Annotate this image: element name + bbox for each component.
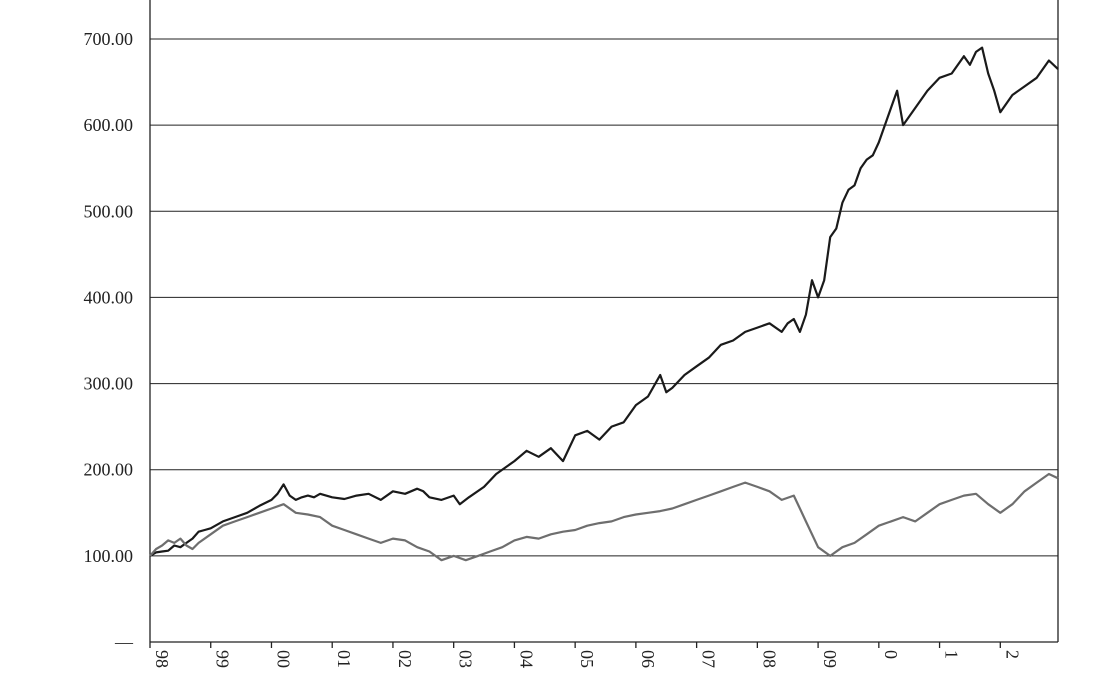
x-tick-label-6: 04 (516, 650, 536, 668)
x-tick-label-2: 00 (273, 650, 293, 668)
y-tick-label-5: 500.00 (84, 201, 134, 221)
x-tick-label-9: 07 (699, 650, 719, 668)
grid-lines (150, 38, 1058, 557)
y-tick-label-4: 400.00 (84, 287, 134, 307)
y-tick-label-0: — (114, 632, 134, 652)
x-tick-label-12: 0 (881, 650, 901, 659)
series-line-1 (149, 46, 1059, 557)
axes (149, 0, 1059, 648)
y-tick-label-7: 700.00 (84, 29, 134, 49)
x-tick-label-0: 98 (152, 650, 172, 668)
x-tick-label-1: 99 (213, 650, 233, 668)
y-tick-label-6: 600.00 (84, 115, 134, 135)
series-lines (149, 46, 1059, 562)
x-tick-label-4: 02 (395, 650, 415, 668)
y-tick-labels: — 100.00 200.00 300.00 400.00 500.00 600.00 700… (84, 29, 135, 652)
x-tick-label-14: 2 (1002, 650, 1022, 659)
y-tick-label-3: 300.00 (84, 374, 134, 394)
x-tick-label-11: 09 (820, 650, 840, 668)
x-tick-label-10: 08 (759, 650, 779, 668)
x-tick-label-5: 03 (456, 650, 476, 668)
x-tick-label-13: 1 (942, 650, 962, 659)
x-tick-label-7: 05 (577, 650, 597, 668)
x-tick-label-8: 06 (638, 650, 658, 668)
y-tick-label-2: 200.00 (84, 460, 134, 480)
y-tick-label-1: 100.00 (84, 546, 134, 566)
x-tick-labels: 98 99 00 01 02 03 04 05 06 07 08 09 0 1 2 (152, 650, 1022, 668)
x-tick-label-3: 01 (334, 650, 354, 668)
series-line-2 (149, 472, 1059, 562)
